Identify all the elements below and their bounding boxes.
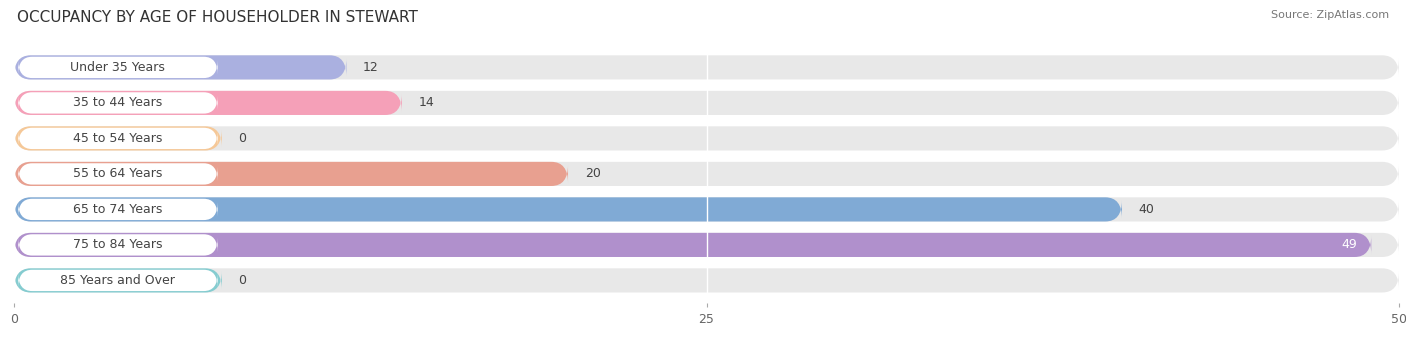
FancyBboxPatch shape (14, 162, 568, 186)
Text: Under 35 Years: Under 35 Years (70, 61, 166, 74)
FancyBboxPatch shape (14, 197, 1122, 222)
Text: 40: 40 (1139, 203, 1154, 216)
FancyBboxPatch shape (14, 197, 1399, 222)
Text: 85 Years and Over: 85 Years and Over (60, 274, 176, 287)
FancyBboxPatch shape (18, 163, 218, 184)
FancyBboxPatch shape (14, 268, 222, 293)
FancyBboxPatch shape (14, 233, 1399, 257)
FancyBboxPatch shape (14, 233, 1371, 257)
FancyBboxPatch shape (14, 126, 222, 150)
Text: 0: 0 (239, 132, 246, 145)
FancyBboxPatch shape (18, 199, 218, 220)
Text: 49: 49 (1341, 238, 1357, 251)
Text: 75 to 84 Years: 75 to 84 Years (73, 238, 163, 251)
Text: 20: 20 (585, 167, 600, 180)
FancyBboxPatch shape (14, 91, 1399, 115)
Text: 0: 0 (239, 274, 246, 287)
FancyBboxPatch shape (18, 128, 218, 149)
Text: Source: ZipAtlas.com: Source: ZipAtlas.com (1271, 10, 1389, 20)
Text: 65 to 74 Years: 65 to 74 Years (73, 203, 163, 216)
Text: 14: 14 (419, 97, 434, 109)
Text: 45 to 54 Years: 45 to 54 Years (73, 132, 163, 145)
FancyBboxPatch shape (14, 268, 1399, 293)
Text: 55 to 64 Years: 55 to 64 Years (73, 167, 163, 180)
Text: 35 to 44 Years: 35 to 44 Years (73, 97, 163, 109)
FancyBboxPatch shape (14, 55, 346, 79)
FancyBboxPatch shape (18, 92, 218, 114)
FancyBboxPatch shape (18, 234, 218, 255)
FancyBboxPatch shape (18, 270, 218, 291)
FancyBboxPatch shape (14, 91, 402, 115)
FancyBboxPatch shape (14, 126, 1399, 150)
FancyBboxPatch shape (18, 57, 218, 78)
FancyBboxPatch shape (14, 162, 1399, 186)
FancyBboxPatch shape (14, 55, 1399, 79)
Text: OCCUPANCY BY AGE OF HOUSEHOLDER IN STEWART: OCCUPANCY BY AGE OF HOUSEHOLDER IN STEWA… (17, 10, 418, 25)
Text: 12: 12 (363, 61, 378, 74)
